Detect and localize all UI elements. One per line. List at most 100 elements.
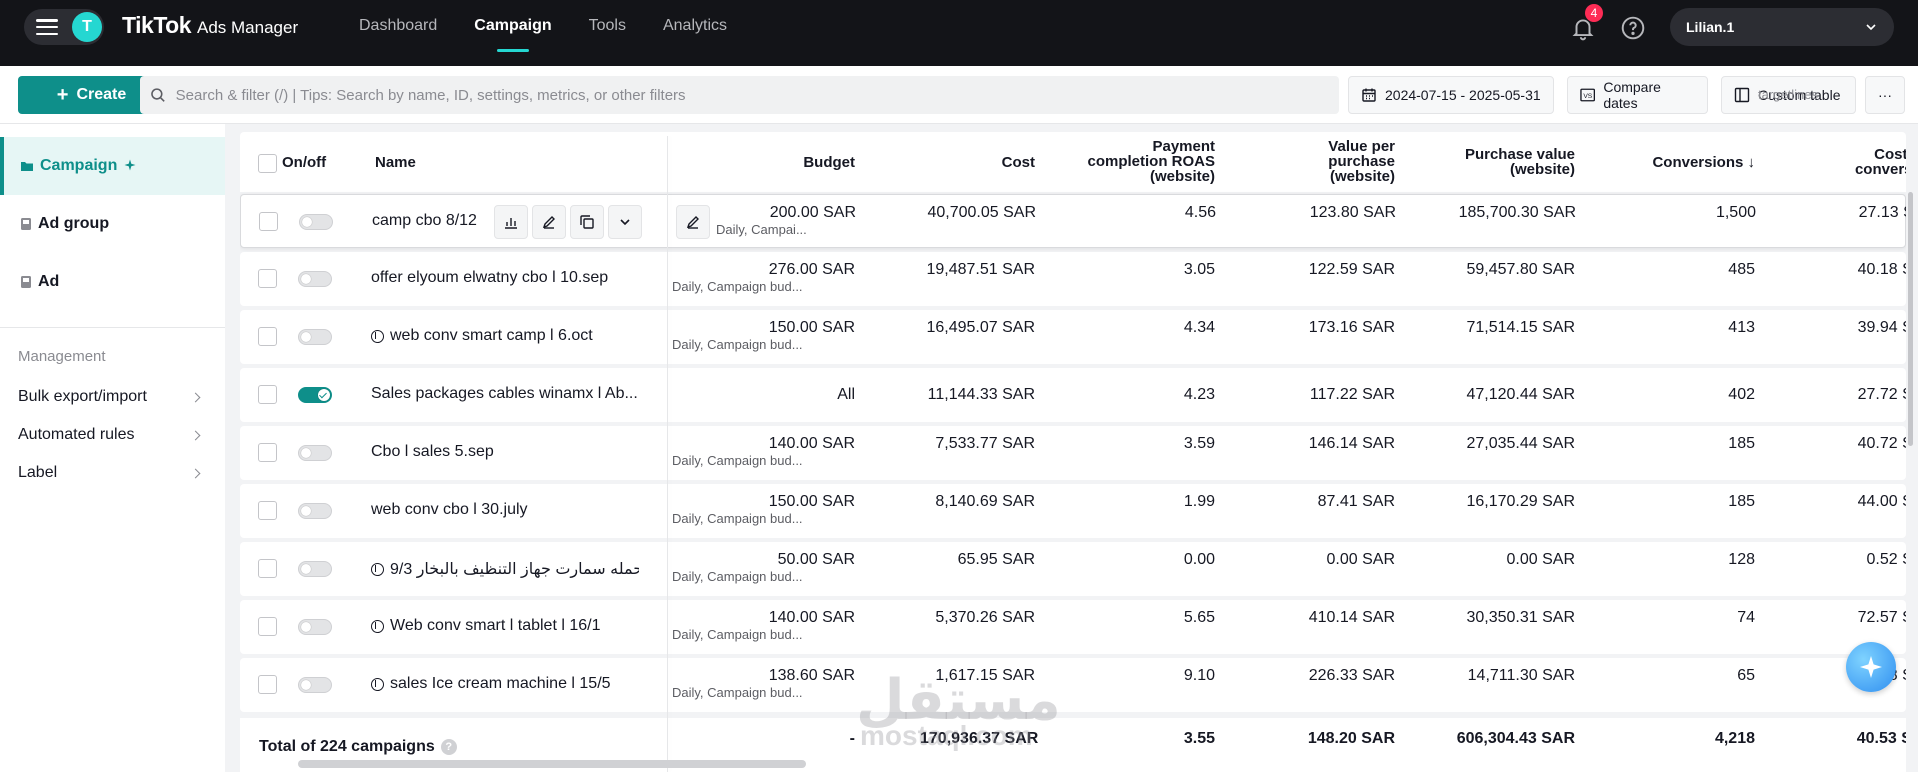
table-row[interactable]: web conv cbo l 30.july 150.00 SAR Daily, C…	[240, 484, 1906, 538]
sidebar-level-ad[interactable]: Ad	[0, 253, 225, 311]
campaign-name-link[interactable]: Cbo l sales 5.sep	[371, 443, 494, 461]
table-row[interactable]: sales Ice cream machine l 15/5 138.60 SAR…	[240, 658, 1906, 712]
custom-table-button[interactable]: Custom table targetlines	[1721, 76, 1856, 114]
status-toggle[interactable]	[298, 271, 332, 287]
budget-cell[interactable]: 140.00 SAR	[768, 609, 855, 626]
row-checkbox[interactable]	[259, 212, 278, 231]
status-toggle[interactable]	[298, 619, 332, 635]
row-checkbox[interactable]	[258, 617, 277, 636]
sidebar-item-label-manager[interactable]: Label	[0, 454, 225, 492]
campaign-name-link[interactable]: حمله سمارت جهاز التنظيف بالبخار 9/3	[371, 559, 639, 579]
budget-cell[interactable]: 276.00 SAR	[768, 261, 855, 278]
total-cost-per-conversion: 40.53 SAR	[1856, 730, 1906, 747]
status-toggle[interactable]	[298, 387, 332, 403]
tiktok-ads-manager-logo[interactable]: TikTok Ads Manager	[122, 12, 298, 39]
purchase-value-cell: 0.00 SAR	[1506, 551, 1575, 568]
help-icon[interactable]	[1620, 15, 1646, 41]
edit-button[interactable]	[532, 205, 566, 239]
compare-dates-button[interactable]: VS Compare dates	[1567, 76, 1708, 114]
header-payment-roas[interactable]: Payment completion ROAS (website)	[1000, 139, 1215, 184]
notification-bell-icon[interactable]	[1570, 15, 1596, 41]
row-checkbox[interactable]	[258, 675, 277, 694]
cost-per-conversion-cell: 27.72 SAR	[1857, 386, 1906, 403]
budget-cell[interactable]: 150.00 SAR	[768, 493, 855, 510]
sidebar-level-ad-group[interactable]: Ad group	[0, 195, 225, 253]
duplicate-button[interactable]	[570, 205, 604, 239]
table-row[interactable]: Web conv smart l tablet l 16/1 140.00 SAR…	[240, 600, 1906, 654]
row-checkbox[interactable]	[258, 501, 277, 520]
vertical-scrollbar[interactable]	[1908, 192, 1913, 446]
assistant-float-button[interactable]	[1846, 642, 1896, 692]
header-purchase-value[interactable]: Purchase value (website)	[1390, 147, 1575, 177]
campaign-name-text: حمله سمارت جهاز التنظيف بالبخار 9/3	[390, 561, 639, 578]
nav-campaign[interactable]: Campaign	[474, 0, 552, 66]
header-line: Purchase value	[1464, 146, 1575, 163]
table-row[interactable]: Cbo l sales 5.sep 140.00 SAR Daily, Campai…	[240, 426, 1906, 480]
campaign-name-link[interactable]: offer elyoum elwatny cbo l 10.sep	[371, 269, 608, 287]
campaign-name-link[interactable]: web conv cbo l 30.july	[371, 501, 528, 519]
budget-cell[interactable]: 140.00 SAR	[768, 435, 855, 452]
more-actions-button[interactable]	[608, 205, 642, 239]
header-cost-per-conversion[interactable]: Cost per conversion	[1740, 147, 1906, 177]
info-icon[interactable]: ?	[440, 739, 457, 755]
budget-cell[interactable]: 150.00 SAR	[768, 319, 855, 336]
conversions-cell: 74	[1737, 609, 1755, 626]
account-name: Lilian.1	[1686, 19, 1735, 35]
header-conversions[interactable]: Conversions ↓	[1652, 154, 1755, 171]
svg-text:VS: VS	[1583, 93, 1592, 100]
campaign-name-link[interactable]: Web conv smart l tablet l 16/1	[371, 617, 600, 635]
date-range-picker[interactable]: 2024-07-15 - 2025-05-31	[1348, 76, 1554, 114]
main-nav: Dashboard Campaign Tools Analytics	[359, 0, 727, 66]
row-checkbox[interactable]	[258, 327, 277, 346]
header-name[interactable]: Name	[375, 154, 416, 171]
view-data-button[interactable]	[494, 205, 528, 239]
status-toggle[interactable]	[298, 445, 332, 461]
header-cost[interactable]: Cost	[1001, 154, 1035, 171]
sidebar: Campaign Ad group Ad Management Bulk exp…	[0, 124, 225, 772]
sidebar-item-automated-rules[interactable]: Automated rules	[0, 416, 225, 454]
campaign-name-link[interactable]: web conv smart camp l 6.oct	[371, 327, 593, 345]
cost-per-conversion-cell: 27.13 SAR	[1858, 204, 1906, 221]
status-toggle[interactable]	[298, 329, 332, 345]
nav-dashboard[interactable]: Dashboard	[359, 17, 438, 34]
table-row[interactable]: camp cbo 8/12 200.00 SAR Daily, Campai... 4…	[240, 194, 1906, 248]
status-toggle[interactable]	[298, 561, 332, 577]
campaign-name-link[interactable]: Sales packages cables winamx l Ab...	[371, 385, 638, 403]
row-checkbox[interactable]	[258, 559, 277, 578]
table-row[interactable]: offer elyoum elwatny cbo l 10.sep 276.00 …	[240, 252, 1906, 306]
table-row[interactable]: حمله سمارت جهاز التنظيف بالبخار 9/3 50.00…	[240, 542, 1906, 596]
budget-cell[interactable]: 138.60 SAR	[768, 667, 855, 684]
edit-budget-button[interactable]	[676, 205, 710, 239]
campaign-name-link[interactable]: camp cbo 8/12	[372, 212, 477, 230]
budget-cell[interactable]: All	[837, 386, 855, 403]
row-checkbox[interactable]	[258, 443, 277, 462]
header-budget[interactable]: Budget	[803, 154, 855, 171]
status-toggle[interactable]	[298, 503, 332, 519]
sidebar-level-campaign[interactable]: Campaign	[0, 137, 225, 195]
nav-analytics[interactable]: Analytics	[662, 17, 728, 34]
row-checkbox[interactable]	[258, 385, 277, 404]
account-switcher[interactable]: Lilian.1	[1670, 8, 1894, 46]
nav-tools[interactable]: Tools	[588, 17, 626, 34]
status-toggle[interactable]	[299, 214, 333, 230]
row-checkbox[interactable]	[258, 269, 277, 288]
cost-per-conversion-cell: 0.52 SAR	[1866, 551, 1906, 568]
table-row[interactable]: Sales packages cables winamx l Ab... All 1…	[240, 368, 1906, 422]
table-row[interactable]: web conv smart camp l 6.oct 150.00 SAR Dai…	[240, 310, 1906, 364]
search-input[interactable]	[175, 86, 1339, 104]
status-toggle[interactable]	[298, 677, 332, 693]
conversions-cell: 185	[1728, 435, 1755, 452]
select-all-checkbox[interactable]	[258, 154, 277, 173]
campaign-name-link[interactable]: sales Ice cream machine l 15/5	[371, 675, 611, 693]
header-onoff[interactable]: On/off	[282, 154, 327, 171]
sidebar-item-bulk-export-import[interactable]: Bulk export/import	[0, 378, 225, 416]
search-filter-bar[interactable]	[140, 76, 1339, 114]
budget-cell[interactable]: 200.00 SAR	[769, 204, 856, 221]
horizontal-scrollbar[interactable]	[298, 760, 806, 768]
cost-per-conversion-cell: 44.00 SAR	[1857, 493, 1906, 510]
budget-type: Daily, Campaign bud...	[672, 511, 803, 526]
budget-cell[interactable]: 50.00 SAR	[777, 551, 855, 568]
more-options-button[interactable]: ···	[1865, 76, 1905, 114]
header-value-per-purchase[interactable]: Value per purchase (website)	[1240, 139, 1395, 184]
main-menu-button[interactable]: T	[24, 9, 104, 45]
